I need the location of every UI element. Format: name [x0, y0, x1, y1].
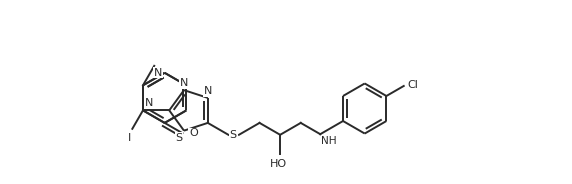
Text: Cl: Cl [408, 80, 419, 90]
Text: N: N [145, 98, 153, 108]
Text: O: O [189, 128, 198, 138]
Text: S: S [176, 133, 182, 143]
Text: I: I [128, 133, 132, 144]
Text: S: S [230, 130, 237, 140]
Text: HO: HO [270, 159, 287, 169]
Text: NH: NH [321, 136, 336, 146]
Text: N: N [180, 78, 188, 88]
Text: N: N [204, 86, 212, 96]
Text: N: N [154, 68, 162, 78]
